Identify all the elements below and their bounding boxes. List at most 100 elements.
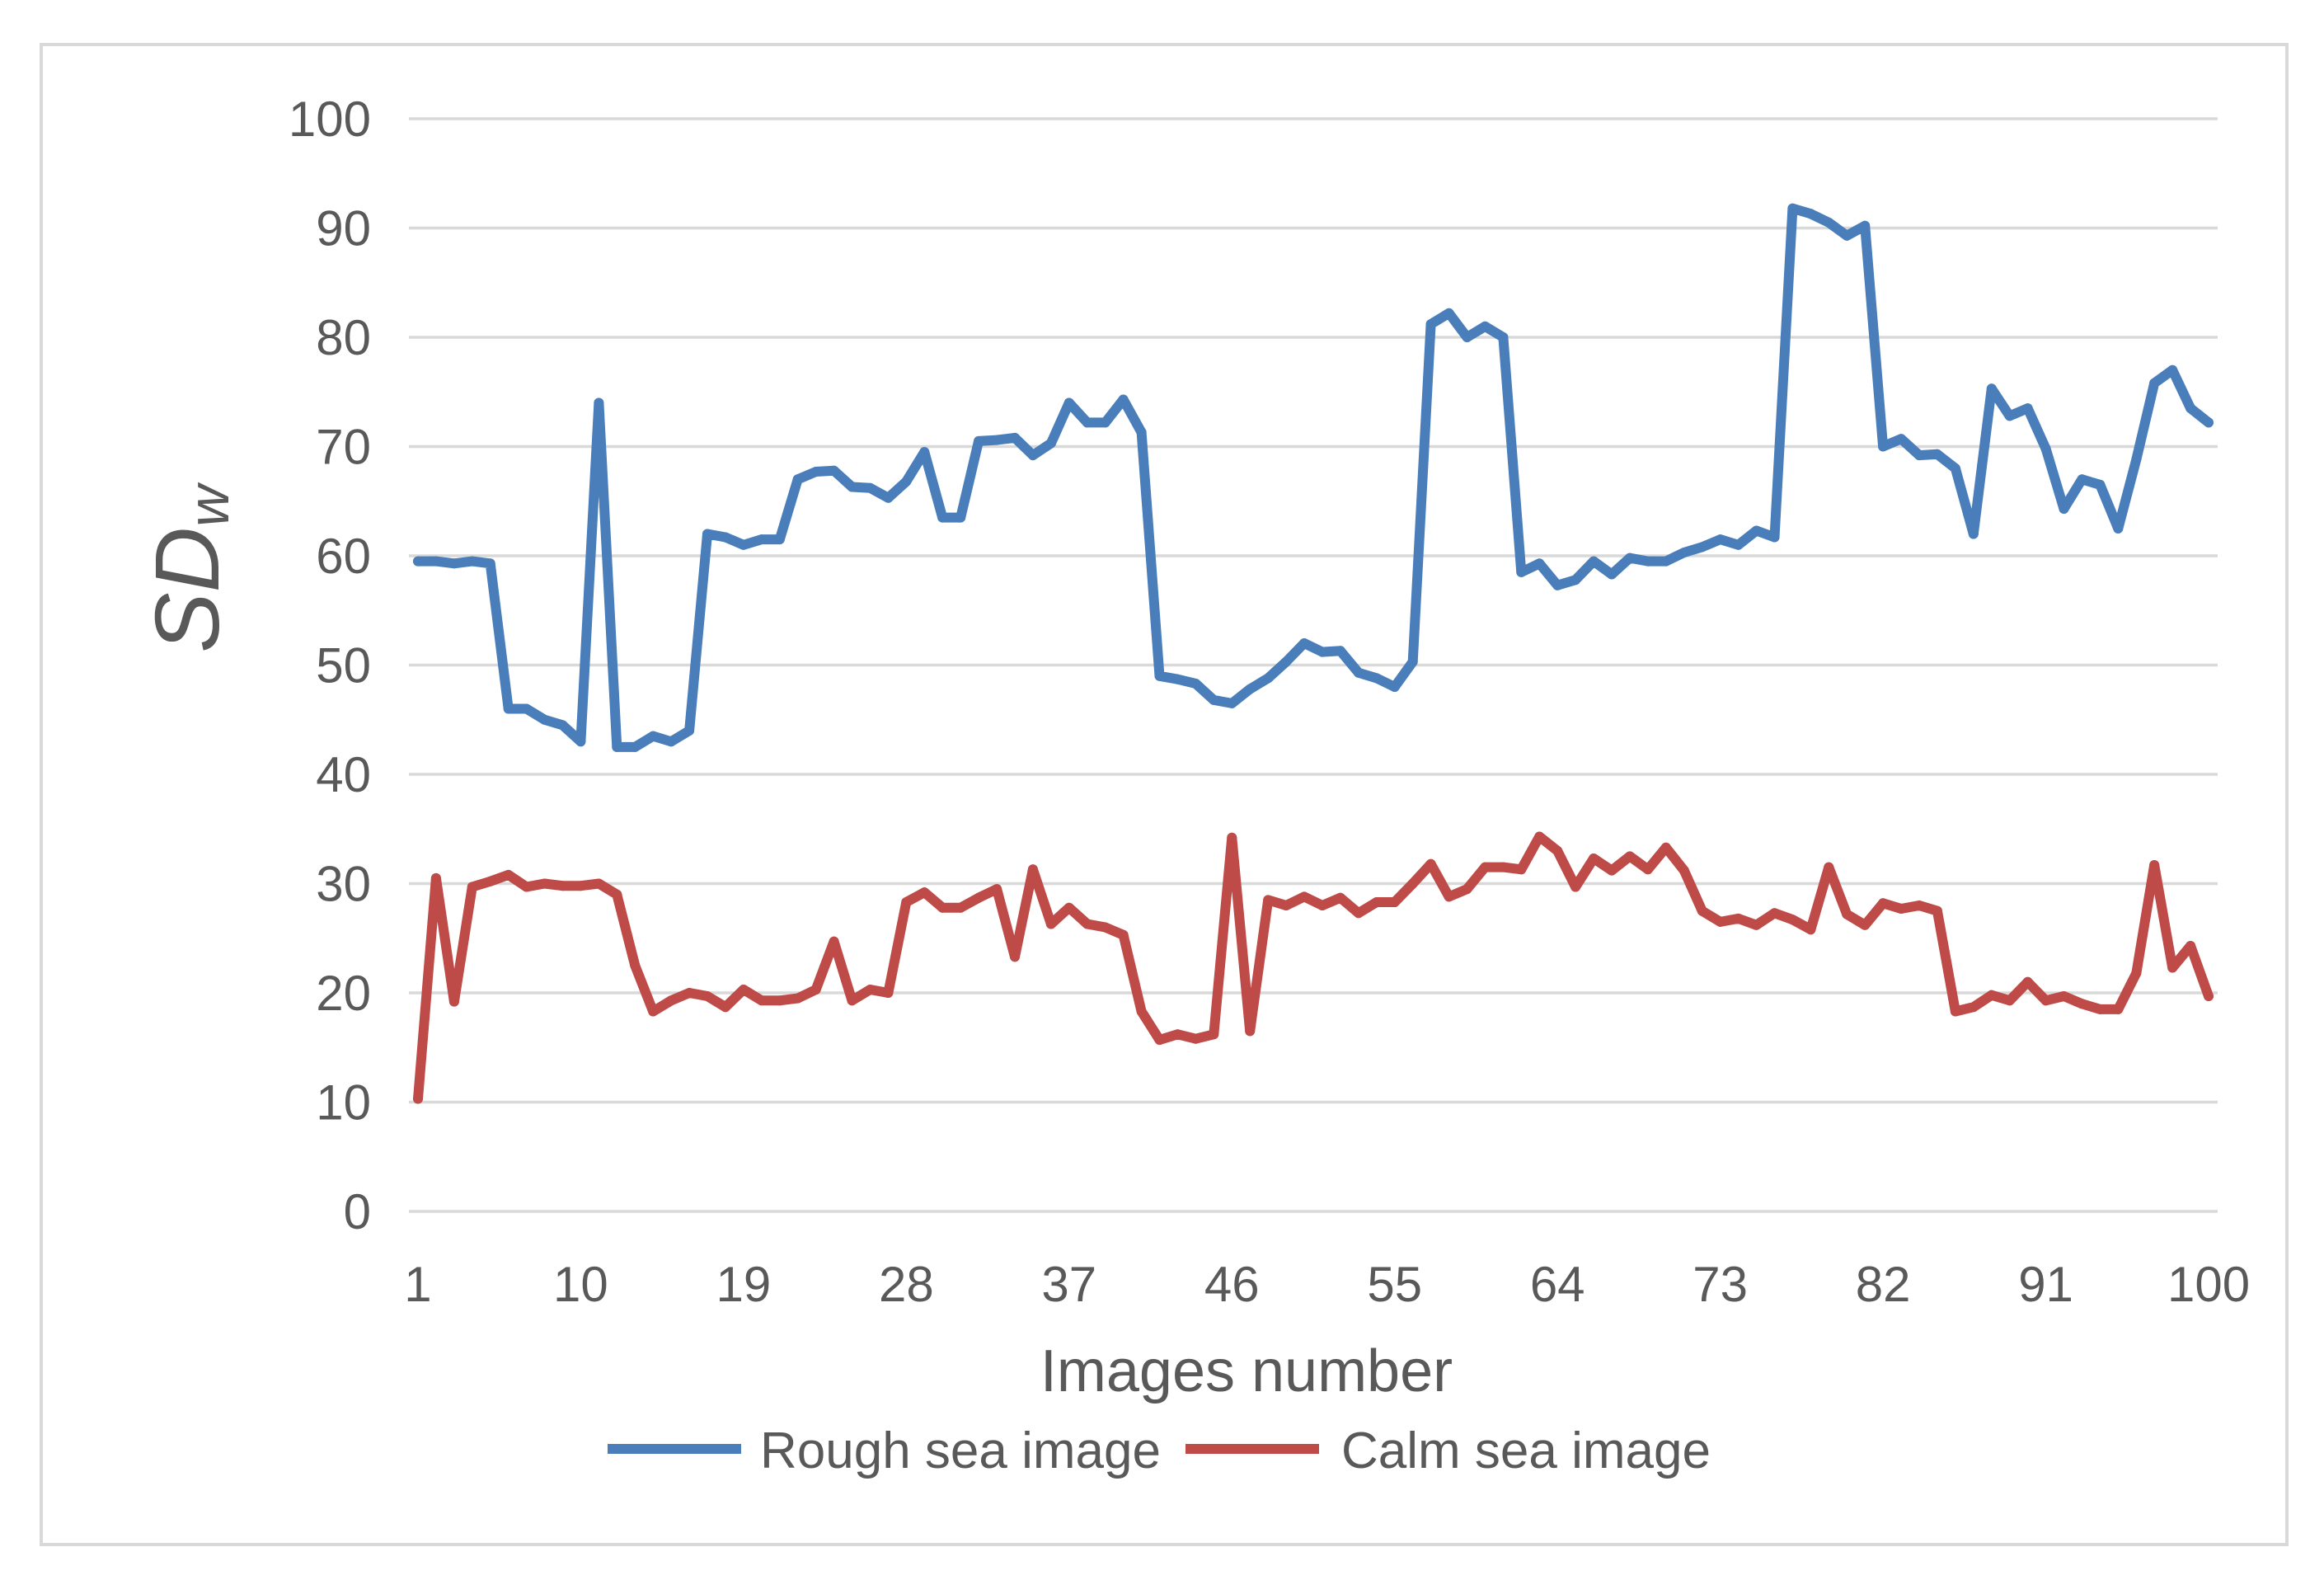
data-point-rough-sea-image <box>1534 558 1545 569</box>
data-point-calm-sea-image <box>503 869 514 880</box>
data-point-calm-sea-image <box>847 995 857 1006</box>
x-tick-label: 37 <box>1041 1257 1096 1312</box>
series-calm-sea-image <box>413 831 2214 1104</box>
data-point-rough-sea-image <box>1299 638 1309 648</box>
data-point-rough-sea-image <box>1697 542 1707 553</box>
data-point-rough-sea-image <box>1642 556 1653 567</box>
x-axis-tick-labels: 1 10 19 28 37 46 55 64 73 82 91 100 <box>404 1257 2250 1312</box>
data-point-calm-sea-image <box>1136 1006 1147 1017</box>
data-point-rough-sea-image <box>974 435 984 446</box>
data-point-rough-sea-image <box>2040 444 2051 454</box>
data-point-rough-sea-image <box>413 556 423 567</box>
legend: Rough sea image Calm sea image <box>608 1422 1711 1479</box>
data-point-calm-sea-image <box>1534 831 1545 842</box>
data-point-rough-sea-image <box>2004 411 2015 421</box>
data-point-rough-sea-image <box>2077 474 2087 485</box>
data-point-calm-sea-image <box>413 1093 423 1104</box>
data-point-calm-sea-image <box>1642 864 1653 875</box>
series-lines <box>413 203 2214 1104</box>
data-point-calm-sea-image <box>539 878 550 889</box>
data-point-rough-sea-image <box>1480 321 1491 332</box>
y-tick-label: 10 <box>316 1075 371 1131</box>
data-point-rough-sea-image <box>1245 684 1256 694</box>
data-point-rough-sea-image <box>1063 397 1074 408</box>
data-point-calm-sea-image <box>1353 908 1364 919</box>
data-point-calm-sea-image <box>1805 924 1816 935</box>
data-point-calm-sea-image <box>448 996 459 1007</box>
data-point-calm-sea-image <box>1842 909 1852 919</box>
data-point-calm-sea-image <box>1589 853 1599 863</box>
data-point-calm-sea-image <box>1299 891 1309 902</box>
data-point-calm-sea-image <box>1932 905 1942 916</box>
data-point-rough-sea-image <box>2022 403 2033 414</box>
data-point-rough-sea-image <box>1625 553 1635 563</box>
data-point-rough-sea-image <box>1462 332 1472 342</box>
data-point-rough-sea-image <box>666 736 677 747</box>
y-axis-title: SDw <box>137 482 241 653</box>
y-tick-label: 30 <box>316 857 371 912</box>
data-point-calm-sea-image <box>1625 851 1635 862</box>
data-point-rough-sea-image <box>2059 504 2069 514</box>
data-point-calm-sea-image <box>1878 898 1889 909</box>
data-point-calm-sea-image <box>1010 952 1020 962</box>
data-point-calm-sea-image <box>1082 919 1092 929</box>
data-point-calm-sea-image <box>1733 913 1744 924</box>
data-point-rough-sea-image <box>1118 394 1129 405</box>
data-point-calm-sea-image <box>2185 941 2196 951</box>
data-point-rough-sea-image <box>1878 441 1889 452</box>
legend-item-rough-sea-image: Rough sea image <box>608 1422 1161 1479</box>
data-point-rough-sea-image <box>847 482 857 492</box>
x-tick-label: 91 <box>2018 1257 2073 1312</box>
data-point-calm-sea-image <box>2059 991 2069 1001</box>
data-point-rough-sea-image <box>1678 548 1689 557</box>
data-point-rough-sea-image <box>1950 463 1960 473</box>
data-point-calm-sea-image <box>1172 1029 1183 1040</box>
data-point-rough-sea-image <box>2204 417 2214 428</box>
data-point-rough-sea-image <box>2131 454 2142 465</box>
x-tick-label: 100 <box>2167 1257 2250 1312</box>
data-point-calm-sea-image <box>1227 832 1237 843</box>
data-point-calm-sea-image <box>1715 916 1725 927</box>
data-point-calm-sea-image <box>792 993 803 1004</box>
data-point-calm-sea-image <box>666 995 677 1006</box>
data-point-rough-sea-image <box>1190 679 1201 689</box>
data-point-calm-sea-image <box>1950 1006 1960 1017</box>
data-point-rough-sea-image <box>1209 694 1219 705</box>
data-point-rough-sea-image <box>1045 438 1056 449</box>
data-point-calm-sea-image <box>1407 878 1418 889</box>
data-point-rough-sea-image <box>539 714 550 725</box>
x-tick-label: 64 <box>1530 1257 1585 1312</box>
data-point-calm-sea-image <box>1896 904 1907 914</box>
data-point-rough-sea-image <box>448 558 459 569</box>
data-point-calm-sea-image <box>1968 1002 1979 1013</box>
data-point-calm-sea-image <box>738 985 749 995</box>
data-point-rough-sea-image <box>1570 575 1581 585</box>
data-point-calm-sea-image <box>1678 865 1689 876</box>
data-point-calm-sea-image <box>1480 862 1491 872</box>
data-point-calm-sea-image <box>612 889 622 900</box>
data-point-rough-sea-image <box>810 467 821 477</box>
y-axis-tick-labels: 0 10 20 30 40 50 60 70 80 90 100 <box>289 92 371 1239</box>
data-point-calm-sea-image <box>1660 842 1671 853</box>
data-point-calm-sea-image <box>1769 908 1780 919</box>
data-point-rough-sea-image <box>738 539 749 550</box>
y-tick-label: 80 <box>316 310 371 365</box>
data-point-calm-sea-image <box>521 882 532 892</box>
data-point-calm-sea-image <box>2167 962 2178 973</box>
data-point-rough-sea-image <box>1335 646 1345 656</box>
data-point-rough-sea-image <box>865 482 876 493</box>
data-point-rough-sea-image <box>684 726 695 736</box>
data-point-calm-sea-image <box>2095 1004 2106 1014</box>
data-point-rough-sea-image <box>883 492 894 503</box>
data-point-rough-sea-image <box>774 534 785 545</box>
data-point-calm-sea-image <box>1444 891 1454 902</box>
data-point-rough-sea-image <box>1842 230 1852 241</box>
data-point-rough-sea-image <box>1860 220 1871 231</box>
data-point-rough-sea-image <box>1516 567 1527 577</box>
data-point-calm-sea-image <box>955 902 966 913</box>
data-point-rough-sea-image <box>1589 556 1599 567</box>
data-point-calm-sea-image <box>2077 999 2087 1009</box>
data-point-calm-sea-image <box>1190 1033 1201 1044</box>
data-point-calm-sea-image <box>594 878 604 889</box>
